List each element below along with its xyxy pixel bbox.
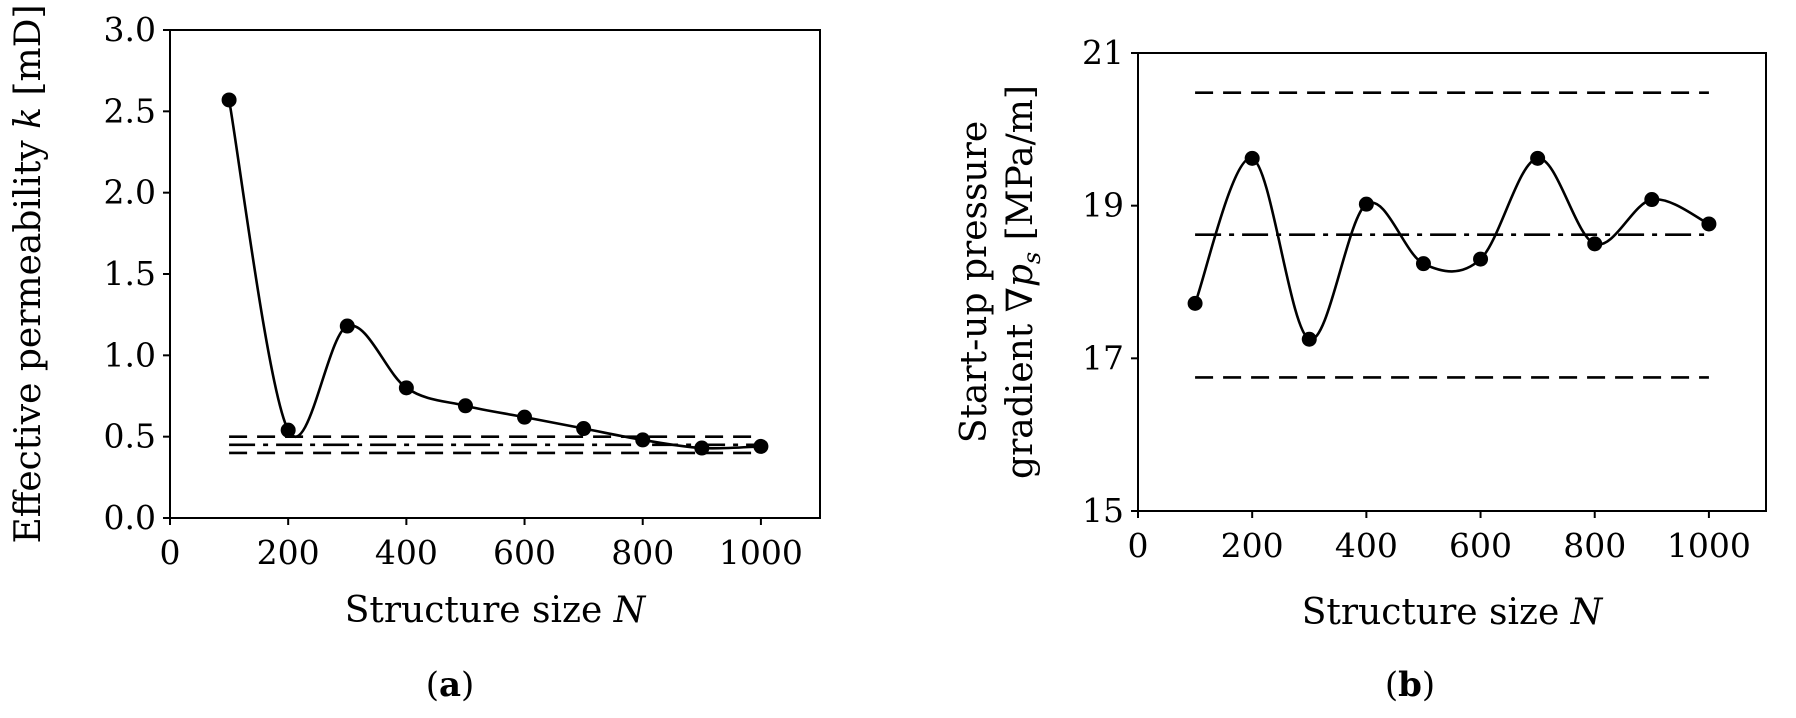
x-tick-label: 800 [611, 533, 674, 572]
chart-panel-a: 0.00.51.01.52.02.53.0 0 200 400 600 800 1000 … [8, 4, 821, 705]
x-tick-label: 0 [1128, 526, 1149, 565]
data-point [753, 438, 769, 454]
x-tick-label: 400 [1335, 526, 1398, 565]
data-point [221, 92, 237, 108]
y-tick-label: 2.0 [104, 173, 156, 212]
panel-label-b: (b) [1385, 665, 1435, 705]
series-line [227, 99, 761, 450]
y-tick-label: 2.5 [104, 91, 156, 130]
data-point [694, 440, 710, 456]
x-tick-label: 1000 [1667, 526, 1751, 565]
data-point [576, 421, 592, 437]
x-tick-label: 0 [160, 533, 181, 572]
x-tick-label: 600 [1449, 526, 1512, 565]
panel-label-a: (a) [426, 665, 475, 705]
reference-lines-b [1195, 91, 1709, 379]
y-axis-title-b-line2: gradient ∇ps [MPa/m] [1000, 85, 1046, 479]
x-tick-label: 800 [1563, 526, 1626, 565]
data-point [635, 432, 651, 448]
series-line [1193, 157, 1710, 341]
data-point [1187, 295, 1203, 311]
data-point [1358, 196, 1374, 212]
x-axis-title-b: Structure size N [1302, 592, 1604, 633]
y-tick-label: 1.0 [104, 335, 156, 374]
y-tick-label: 17 [1082, 338, 1124, 377]
data-point [1701, 216, 1717, 232]
data-point [1473, 251, 1489, 267]
data-point [1244, 150, 1260, 166]
x-tick-label: 1000 [719, 533, 803, 572]
y-axis-title-a: Effective permeability k [mD] [8, 4, 49, 543]
x-tick-label: 600 [493, 533, 556, 572]
y-tick-label: 19 [1082, 186, 1124, 225]
y-tick-label: 21 [1082, 33, 1124, 72]
y-tick-label: 0.5 [104, 417, 156, 456]
x-axis-b: 0 200 400 600 800 1000 [1128, 511, 1751, 565]
series-a [221, 92, 769, 456]
y-tick-label: 1.5 [104, 254, 156, 293]
data-point [1530, 150, 1546, 166]
y-axis-a: 0.0 0.5 1.0 1.5 2.0 2.5 3.0 [104, 10, 170, 537]
data-point [280, 422, 296, 438]
chart-panel-b: 15 17 19 21 0 200 400 600 800 1000 Structure siz… [954, 33, 1767, 705]
y-axis-title-b-line1: Start-up pressure [954, 121, 995, 443]
data-point [457, 398, 473, 414]
y-tick-label: 0.0 [104, 498, 156, 537]
plot-frame-b [1137, 52, 1767, 512]
data-point [1587, 236, 1603, 252]
x-tick-label: 400 [375, 533, 438, 572]
data-point [1644, 192, 1660, 208]
x-tick-label: 200 [1221, 526, 1284, 565]
x-axis-title-a: Structure size N [345, 590, 647, 631]
series-b [1187, 150, 1717, 347]
data-point [1301, 331, 1317, 347]
data-point [398, 380, 414, 396]
y-tick-label: 3.0 [104, 10, 156, 49]
x-axis-a: 0 200 400 600 800 1000 [160, 518, 803, 572]
data-point [517, 409, 533, 425]
data-point [1415, 256, 1431, 272]
data-point [339, 318, 355, 334]
x-tick-label: 200 [257, 533, 320, 572]
y-axis-b: 15 17 19 21 [1082, 33, 1138, 530]
y-tick-label: 15 [1082, 491, 1124, 530]
